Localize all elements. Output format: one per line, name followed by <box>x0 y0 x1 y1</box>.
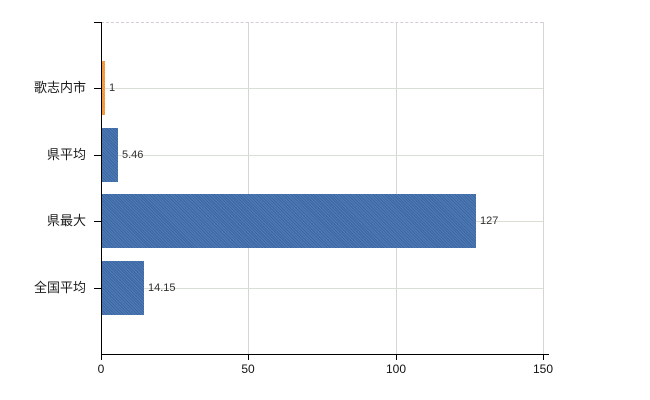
bar <box>102 128 118 182</box>
bar-value-label: 14.15 <box>148 282 176 294</box>
category-label: 全国平均 <box>33 280 86 295</box>
x-axis-tick <box>101 354 102 360</box>
bar-value-label: 1 <box>109 82 116 94</box>
x-axis-line <box>101 354 549 355</box>
plot-top-border <box>101 22 543 23</box>
x-axis-tick-label: 50 <box>241 362 255 376</box>
vertical-gridline <box>248 22 249 354</box>
x-axis-tick <box>248 354 249 360</box>
bar-value-label: 5.46 <box>122 149 144 161</box>
y-axis-tick <box>94 88 101 89</box>
x-axis-tick <box>396 354 397 360</box>
bar <box>102 261 144 315</box>
x-axis-tick <box>543 354 544 360</box>
y-axis-end-tick <box>94 22 101 23</box>
x-axis-tick-label: 100 <box>385 362 407 376</box>
x-axis-tick-label: 150 <box>532 362 554 376</box>
y-axis-tick <box>94 221 101 222</box>
y-axis-tick <box>94 288 101 289</box>
y-axis-line <box>101 22 102 355</box>
bar <box>102 194 476 248</box>
x-axis-tick-label: 0 <box>97 362 105 376</box>
bar <box>102 61 105 115</box>
category-label: 歌志内市 <box>33 80 86 95</box>
row-gridline <box>101 88 543 89</box>
vertical-gridline <box>543 22 544 354</box>
category-label: 県平均 <box>46 147 86 162</box>
vertical-gridline <box>396 22 397 354</box>
y-axis-tick <box>94 155 101 156</box>
row-gridline <box>101 155 543 156</box>
bar-value-label: 127 <box>480 215 499 227</box>
row-gridline <box>101 288 543 289</box>
category-label: 県最大 <box>46 213 86 228</box>
